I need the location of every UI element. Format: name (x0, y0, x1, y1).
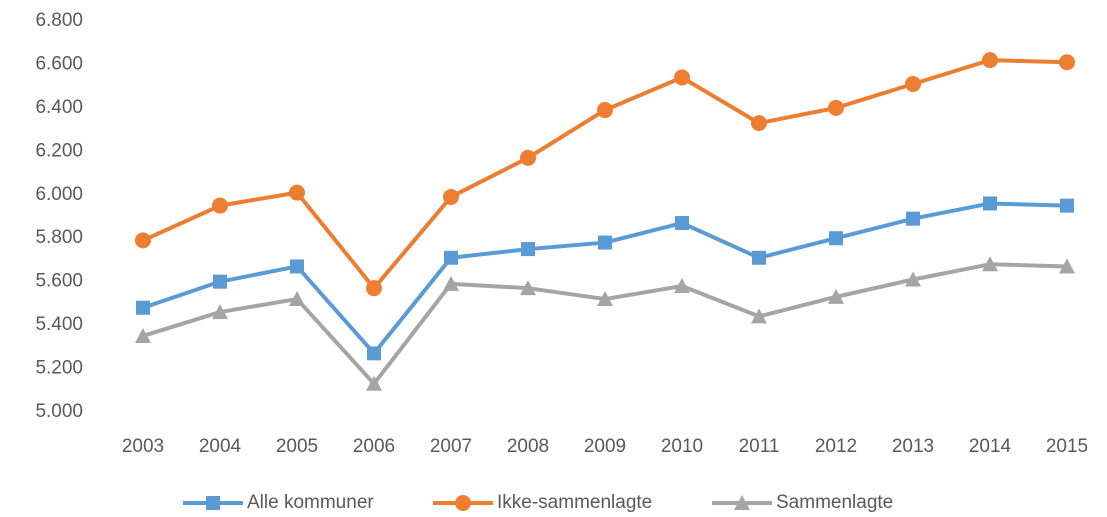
marker (597, 102, 613, 119)
marker (829, 231, 843, 246)
x-tick-label: 2008 (507, 436, 549, 457)
legend-marker (734, 495, 750, 510)
marker (982, 256, 998, 272)
marker (213, 274, 227, 289)
marker (597, 291, 613, 307)
x-tick-label: 2004 (199, 436, 242, 457)
marker (443, 188, 459, 205)
x-tick-label: 2007 (430, 436, 472, 457)
marker (751, 115, 767, 132)
marker (752, 250, 766, 265)
y-tick-label: 5.600 (35, 271, 83, 292)
marker (520, 280, 536, 296)
x-tick-label: 2010 (661, 436, 703, 457)
x-tick-label: 2005 (276, 436, 318, 457)
marker (367, 346, 381, 361)
marker (906, 211, 920, 226)
x-tick-label: 2015 (1046, 436, 1088, 457)
marker (443, 275, 459, 291)
marker (598, 235, 612, 250)
marker (521, 242, 535, 257)
y-tick-label: 6.400 (35, 97, 83, 118)
marker (983, 196, 997, 211)
x-tick-label: 2003 (122, 436, 164, 457)
marker (905, 271, 921, 287)
marker (828, 99, 844, 116)
legend-label: Ikke-sammenlagte (497, 492, 652, 513)
marker (289, 184, 305, 201)
legend-label: Sammenlagte (776, 492, 893, 513)
x-tick-label: 2013 (892, 436, 934, 457)
y-tick-label: 5.800 (35, 227, 83, 248)
x-tick-label: 2006 (353, 436, 395, 457)
y-tick-label: 6.200 (35, 140, 83, 161)
marker (290, 259, 304, 274)
marker (674, 69, 690, 86)
marker (135, 327, 151, 343)
series-line (142, 262, 1068, 386)
marker (366, 280, 382, 297)
x-tick-label: 2012 (815, 436, 857, 457)
marker (444, 250, 458, 265)
marker (135, 232, 151, 249)
marker (366, 375, 382, 391)
marker (751, 308, 767, 324)
x-tick-label: 2011 (739, 436, 780, 457)
marker (212, 304, 228, 320)
y-tick-label: 5.000 (35, 401, 83, 422)
marker (1059, 54, 1075, 71)
marker (1059, 258, 1075, 274)
marker (520, 149, 536, 166)
marker (136, 300, 150, 315)
marker (828, 288, 844, 304)
marker (212, 197, 228, 214)
y-tick-label: 6.600 (35, 53, 83, 74)
marker (1060, 198, 1074, 213)
series-line (142, 58, 1068, 291)
y-tick-label: 6.800 (35, 10, 83, 31)
marker (905, 75, 921, 92)
legend-label: Alle kommuner (247, 492, 374, 513)
x-tick-label: 2014 (969, 436, 1012, 457)
y-tick-label: 6.000 (35, 184, 83, 205)
marker (289, 291, 305, 307)
marker (675, 216, 689, 231)
y-tick-label: 5.400 (35, 314, 83, 335)
marker (674, 278, 690, 294)
legend-marker (206, 496, 220, 510)
x-tick-label: 2009 (584, 436, 626, 457)
marker (982, 52, 998, 69)
y-tick-label: 5.200 (35, 358, 83, 379)
legend-marker (455, 495, 471, 511)
